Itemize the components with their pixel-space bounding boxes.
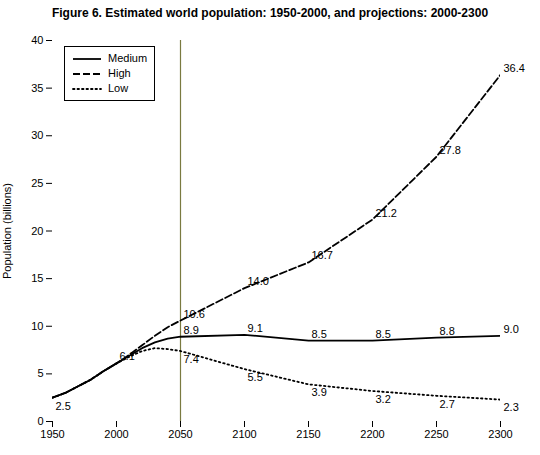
- html-text:Low: Low: [108, 82, 129, 94]
- svg-text:8.5: 8.5: [312, 328, 327, 340]
- svg-text:1950: 1950: [40, 428, 64, 440]
- svg-text:2050: 2050: [168, 428, 192, 440]
- svg-text:40: 40: [31, 34, 43, 46]
- svg-text:20: 20: [31, 225, 43, 237]
- svg-text:2200: 2200: [360, 428, 384, 440]
- svg-text:2150: 2150: [296, 428, 320, 440]
- svg-text:9.1: 9.1: [248, 322, 263, 334]
- svg-text:16.7: 16.7: [312, 249, 333, 261]
- svg-text:2.5: 2.5: [56, 399, 71, 411]
- svg-text:2300: 2300: [488, 428, 512, 440]
- svg-text:27.8: 27.8: [440, 144, 461, 156]
- svg-text:9.0: 9.0: [504, 323, 519, 335]
- svg-text:5: 5: [37, 367, 43, 379]
- svg-text:5.5: 5.5: [248, 371, 263, 383]
- svg-text:15: 15: [31, 272, 43, 284]
- svg-text:8.8: 8.8: [440, 325, 455, 337]
- svg-text:2250: 2250: [424, 428, 448, 440]
- html-text:Figure 6. Estimated world popu: Figure 6. Estimated world population: 19…: [51, 6, 489, 20]
- svg-text:2000: 2000: [104, 428, 128, 440]
- svg-text:25: 25: [31, 177, 43, 189]
- svg-text:3.2: 3.2: [376, 393, 391, 405]
- html-text:Medium: Medium: [108, 52, 148, 64]
- svg-text:14.0: 14.0: [248, 275, 269, 287]
- svg-text:2.3: 2.3: [504, 401, 519, 413]
- svg-text:6.1: 6.1: [120, 350, 135, 362]
- svg-text:30: 30: [31, 129, 43, 141]
- svg-text:2100: 2100: [232, 428, 256, 440]
- svg-text:3.9: 3.9: [312, 386, 327, 398]
- svg-text:10.6: 10.6: [184, 308, 205, 320]
- svg-text:Population (billions): Population (billions): [1, 183, 13, 279]
- svg-text:10: 10: [31, 320, 43, 332]
- svg-text:35: 35: [31, 82, 43, 94]
- svg-text:8.9: 8.9: [184, 324, 199, 336]
- html-text:High: High: [108, 67, 131, 79]
- svg-text:36.4: 36.4: [504, 62, 525, 74]
- svg-text:7.4: 7.4: [184, 353, 199, 365]
- svg-text:2.7: 2.7: [440, 398, 455, 410]
- svg-text:8.5: 8.5: [376, 328, 391, 340]
- svg-text:0: 0: [37, 415, 43, 427]
- svg-text:21.2: 21.2: [376, 207, 397, 219]
